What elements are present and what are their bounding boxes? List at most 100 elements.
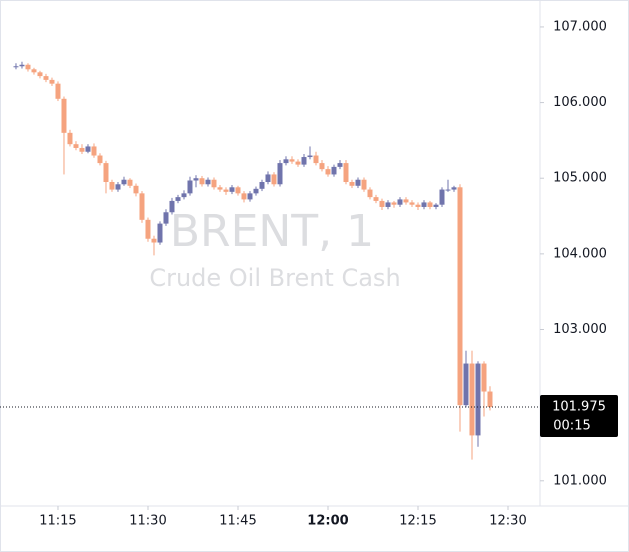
candle-body	[343, 163, 349, 183]
candle-body	[415, 204, 421, 207]
candle-body	[421, 202, 427, 207]
candle-body	[349, 182, 355, 186]
candle-body	[241, 193, 247, 200]
candle-body	[229, 187, 235, 192]
candle-body	[205, 179, 211, 185]
candle-body	[37, 72, 43, 77]
y-tick-label: 101.000	[553, 473, 607, 488]
candle-body	[115, 184, 121, 190]
candle-body	[313, 155, 319, 164]
candle-body	[265, 174, 271, 183]
candle-body	[31, 69, 37, 73]
candle-body	[463, 363, 469, 406]
candle-body	[85, 146, 91, 152]
last-price-box	[540, 395, 618, 438]
candle-body	[259, 182, 265, 189]
y-tick-label: 106.000	[553, 95, 607, 110]
candle-body	[445, 189, 451, 191]
candle-body	[109, 182, 115, 190]
candle-body	[331, 166, 337, 175]
candle-body	[253, 188, 259, 194]
candle-body	[145, 219, 151, 239]
candle-body	[481, 363, 487, 392]
candle-body	[49, 79, 55, 84]
candle-body	[127, 179, 133, 186]
candle-body	[367, 189, 373, 198]
candle-body	[457, 187, 463, 406]
candle-body	[307, 155, 313, 158]
candle-body	[397, 199, 403, 205]
candle-body	[361, 179, 367, 190]
candle-body	[133, 185, 139, 194]
candle-body	[235, 187, 241, 194]
candle-body	[289, 159, 295, 162]
candle-body	[319, 163, 325, 170]
candle-body	[487, 391, 493, 408]
candle-body	[391, 202, 397, 205]
candle-body	[337, 163, 343, 167]
candle-body	[211, 179, 217, 188]
candle-body	[409, 202, 415, 205]
candle-body	[25, 64, 31, 70]
candle-body	[139, 193, 145, 220]
candle-body	[151, 238, 157, 243]
candle-body	[439, 189, 445, 205]
candle-body	[187, 180, 193, 194]
candle-body	[385, 202, 391, 207]
candle-body	[355, 179, 361, 186]
candle-body	[121, 179, 127, 185]
candle-body	[379, 200, 385, 207]
candle-body	[433, 204, 439, 207]
candle-body	[13, 66, 19, 68]
watermark-subtitle: Crude Oil Brent Cash	[149, 264, 400, 292]
candle-body	[283, 159, 289, 164]
candle-body	[427, 202, 433, 207]
x-tick-label: 12:30	[489, 514, 526, 529]
y-tick-label: 107.000	[553, 19, 607, 34]
watermark-title: BRENT, 1	[170, 206, 374, 257]
x-tick-label: 11:30	[129, 514, 166, 529]
last-price-label: 101.975	[552, 400, 606, 415]
candle-body	[475, 363, 481, 436]
candle-body	[301, 157, 307, 165]
candle-body	[175, 197, 181, 201]
x-tick-label: 12:00	[307, 514, 348, 529]
candle-body	[103, 163, 109, 183]
y-tick-label: 105.000	[553, 171, 607, 186]
candle-body	[169, 200, 175, 213]
y-tick-label: 103.000	[553, 322, 607, 337]
candle-body	[163, 212, 169, 224]
candle-body	[223, 189, 229, 192]
candle-body	[55, 83, 61, 99]
y-tick-label: 104.000	[553, 246, 607, 261]
x-tick-label: 12:15	[399, 514, 436, 529]
candle-body	[67, 132, 73, 145]
candle-body	[97, 155, 103, 164]
candle-body	[325, 169, 331, 175]
candle-body	[271, 174, 277, 185]
candle-body	[79, 147, 85, 152]
candle-body	[295, 161, 301, 165]
candle-body	[73, 144, 79, 148]
candle-body	[19, 64, 25, 67]
candle-body	[157, 223, 163, 243]
candle-body	[451, 187, 457, 190]
candle-body	[217, 187, 223, 190]
candle-body	[403, 199, 409, 203]
candle-body	[43, 76, 49, 80]
countdown-label: 00:15	[553, 419, 590, 434]
candle-body	[277, 163, 283, 185]
candle-body	[199, 178, 205, 185]
x-tick-label: 11:15	[39, 514, 76, 529]
candle-body	[61, 98, 67, 133]
candle-body	[193, 178, 199, 181]
candle-body	[373, 197, 379, 201]
candle-body	[181, 193, 187, 198]
candle-body	[469, 363, 475, 436]
x-tick-label: 11:45	[219, 514, 256, 529]
candle-body	[247, 193, 253, 200]
candle-body	[91, 146, 97, 156]
